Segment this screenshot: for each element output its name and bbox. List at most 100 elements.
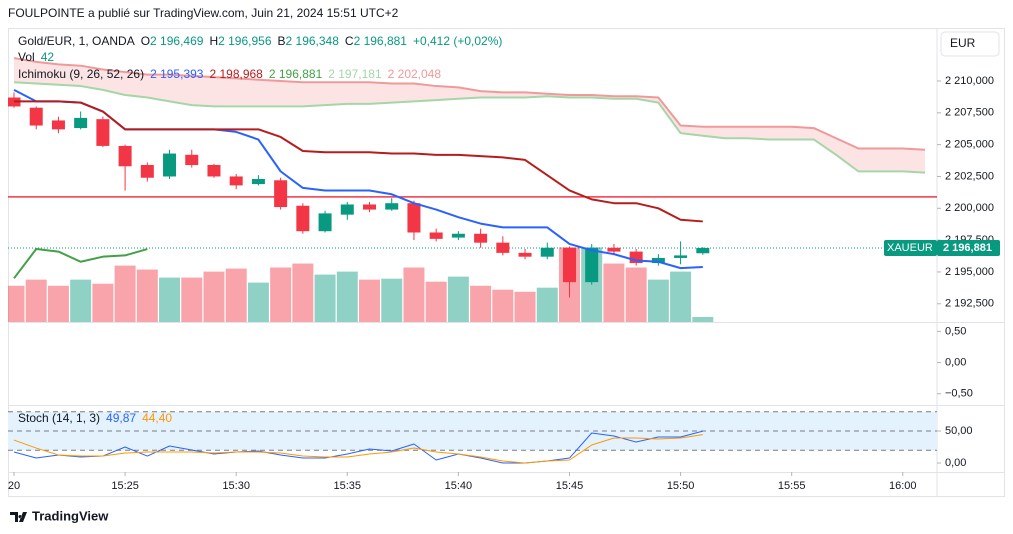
- legend-value: 2 196,881: [354, 34, 408, 48]
- legend-value: 42: [41, 50, 55, 64]
- legend-volume: Vol 42: [18, 50, 54, 64]
- volume-bar: [692, 316, 714, 322]
- candle-body: [251, 179, 265, 185]
- candle-body: [651, 257, 665, 264]
- x-tick-label: 15:45: [556, 480, 584, 492]
- y-tick-label: 0,50: [945, 325, 966, 337]
- volume-bar: [181, 277, 203, 322]
- legend-change: +0,412 (+0,02%): [413, 34, 502, 48]
- legend-ohlc: Gold/EUR, 1, OANDA O2 196,469 H2 196,956 B2…: [18, 34, 502, 48]
- volume-bar: [92, 283, 114, 322]
- y-tick-label: 2 207,500: [945, 107, 994, 119]
- legend-key: H: [209, 34, 218, 48]
- candle-body: [451, 233, 465, 238]
- candle-body: [607, 247, 621, 252]
- legend-key: B: [278, 34, 286, 48]
- header-title: FOULPOINTE a publié sur TradingView.com,…: [8, 6, 399, 20]
- candle-body: [363, 204, 377, 210]
- candle-body: [696, 248, 710, 254]
- frame: [8, 28, 1005, 497]
- ichimoku-line: [13, 248, 148, 279]
- candle-body: [496, 242, 510, 253]
- candle-body: [74, 117, 88, 129]
- ichimoku-cloud: [13, 58, 926, 173]
- volume-bar: [647, 279, 669, 322]
- candle-body: [474, 233, 488, 243]
- currency-button[interactable]: [940, 31, 1000, 57]
- indicator-line: [13, 430, 703, 464]
- candle-body: [229, 176, 243, 186]
- candle-body: [207, 165, 221, 177]
- x-tick-label: 20: [8, 480, 20, 492]
- x-tick-label: 15:30: [222, 480, 250, 492]
- y-tick-label: 0,00: [945, 457, 966, 469]
- candle-body: [274, 180, 288, 208]
- ichimoku-line: [13, 88, 703, 270]
- candle-body: [296, 205, 310, 232]
- volume-bar: [203, 271, 225, 322]
- legend-value: 2 196,469: [150, 34, 204, 48]
- volume-bar: [70, 279, 92, 322]
- candle-body: [407, 203, 421, 233]
- candle-body: [163, 153, 177, 177]
- candle-body: [429, 232, 443, 239]
- legend-title: Ichimoku (9, 26, 52, 26): [18, 67, 144, 81]
- legend-value: 2 198,968: [209, 67, 263, 81]
- candle-body: [629, 251, 643, 264]
- volume-bar: [25, 279, 47, 322]
- x-tick-label: 15:25: [111, 480, 139, 492]
- candle-body: [96, 119, 110, 146]
- ichimoku-span: [13, 81, 926, 174]
- candle-body: [318, 213, 332, 232]
- legend-symbol: Gold/EUR, 1, OANDA: [18, 34, 135, 48]
- y-tick-label: 2 205,000: [945, 139, 994, 151]
- candle-body: [674, 255, 688, 258]
- volume-bar: [514, 291, 536, 322]
- legend-indicator: Stoch (14, 1, 3) 49,87 44,40: [18, 411, 172, 425]
- volume-bar: [136, 269, 158, 322]
- legend-key: O: [141, 34, 150, 48]
- x-tick-label: 15:40: [445, 480, 473, 492]
- volume-bar: [492, 289, 514, 322]
- volume-bar: [670, 271, 692, 322]
- volume-bar: [247, 282, 269, 322]
- y-tick-label: 2 192,500: [945, 298, 994, 310]
- x-tick-label: 15:55: [778, 480, 806, 492]
- price-label-box: [937, 240, 1000, 257]
- symbol-label: XAUEUR: [887, 242, 933, 254]
- brand-name: TradingView: [32, 508, 109, 523]
- legend-title: Vol: [18, 50, 35, 64]
- volume-bar: [470, 285, 492, 322]
- legend-value: 2 196,881: [269, 67, 323, 81]
- volume-bar: [270, 267, 292, 322]
- x-tick-label: 15:35: [334, 480, 362, 492]
- y-tick-label: 50,00: [945, 425, 973, 437]
- volume-bar: [336, 271, 358, 322]
- legend-key: C: [345, 34, 354, 48]
- legend-value: 49,87: [106, 411, 136, 425]
- y-tick-label: 2 210,000: [945, 75, 994, 87]
- y-tick-label: −0,50: [945, 388, 973, 400]
- y-tick-label: 2 200,000: [945, 202, 994, 214]
- volume-bar: [314, 274, 336, 322]
- volume-bar: [536, 287, 558, 322]
- legend-value: 2 196,348: [286, 34, 340, 48]
- candle-body: [385, 203, 399, 210]
- pane: [8, 57, 937, 322]
- legend-title: Stoch (14, 1, 3): [18, 411, 100, 425]
- legend-value: 44,40: [142, 411, 172, 425]
- volume-bar: [159, 277, 181, 322]
- brand-logo: [10, 512, 27, 522]
- y-tick-label: 2 195,000: [945, 266, 994, 278]
- legend-value: 2 202,048: [388, 67, 442, 81]
- x-tick-label: 15:50: [667, 480, 695, 492]
- legend-value: 2 195,393: [150, 67, 204, 81]
- legend-value: 2 197,181: [328, 67, 382, 81]
- candle-body: [185, 154, 199, 166]
- pane: [8, 411, 937, 464]
- candle-body: [518, 252, 532, 257]
- legend-ichimoku: Ichimoku (9, 26, 52, 26) 2 195,393 2 198,9…: [18, 67, 441, 81]
- symbol-label-box: [884, 240, 937, 257]
- y-tick-label: 0,00: [945, 356, 966, 368]
